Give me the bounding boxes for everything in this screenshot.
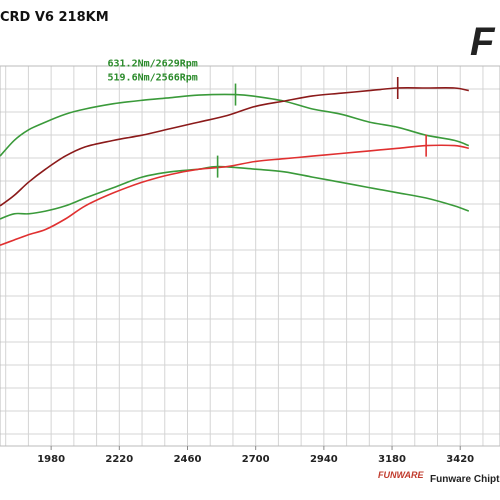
x-tick-label: 2700 [242, 454, 270, 465]
footer-brand-logo: FUNWARE [378, 470, 424, 480]
series-line-torque-stock [0, 165, 470, 220]
chart-grid [0, 65, 500, 447]
chart-title: CRD V6 218KM [0, 10, 109, 25]
x-tick-label: 2460 [174, 454, 202, 465]
x-tick-label: 3420 [446, 454, 474, 465]
plot-frame [0, 65, 500, 447]
annotation-tuned-peak: 631.2Nm/2629Rpm [108, 59, 198, 70]
x-tick-label: 3180 [378, 454, 406, 465]
series-line-torque-tuned [0, 93, 470, 157]
footer-text: Funware Chipt [430, 474, 500, 485]
x-tick-label: 2940 [310, 454, 338, 465]
brand-logo: F [470, 20, 495, 64]
series-line-power-stock [0, 144, 469, 246]
series-line-power-tuned [0, 87, 469, 207]
x-axis-ticks: 1980 2220 2460 2700 2940 3180 3420 [37, 446, 474, 465]
peak-markers [216, 77, 427, 178]
series-layer [0, 87, 470, 246]
x-tick-label: 2220 [105, 454, 133, 465]
x-tick-label: 1980 [37, 454, 65, 465]
annotation-stock-peak: 519.6Nm/2566Rpm [108, 73, 198, 84]
